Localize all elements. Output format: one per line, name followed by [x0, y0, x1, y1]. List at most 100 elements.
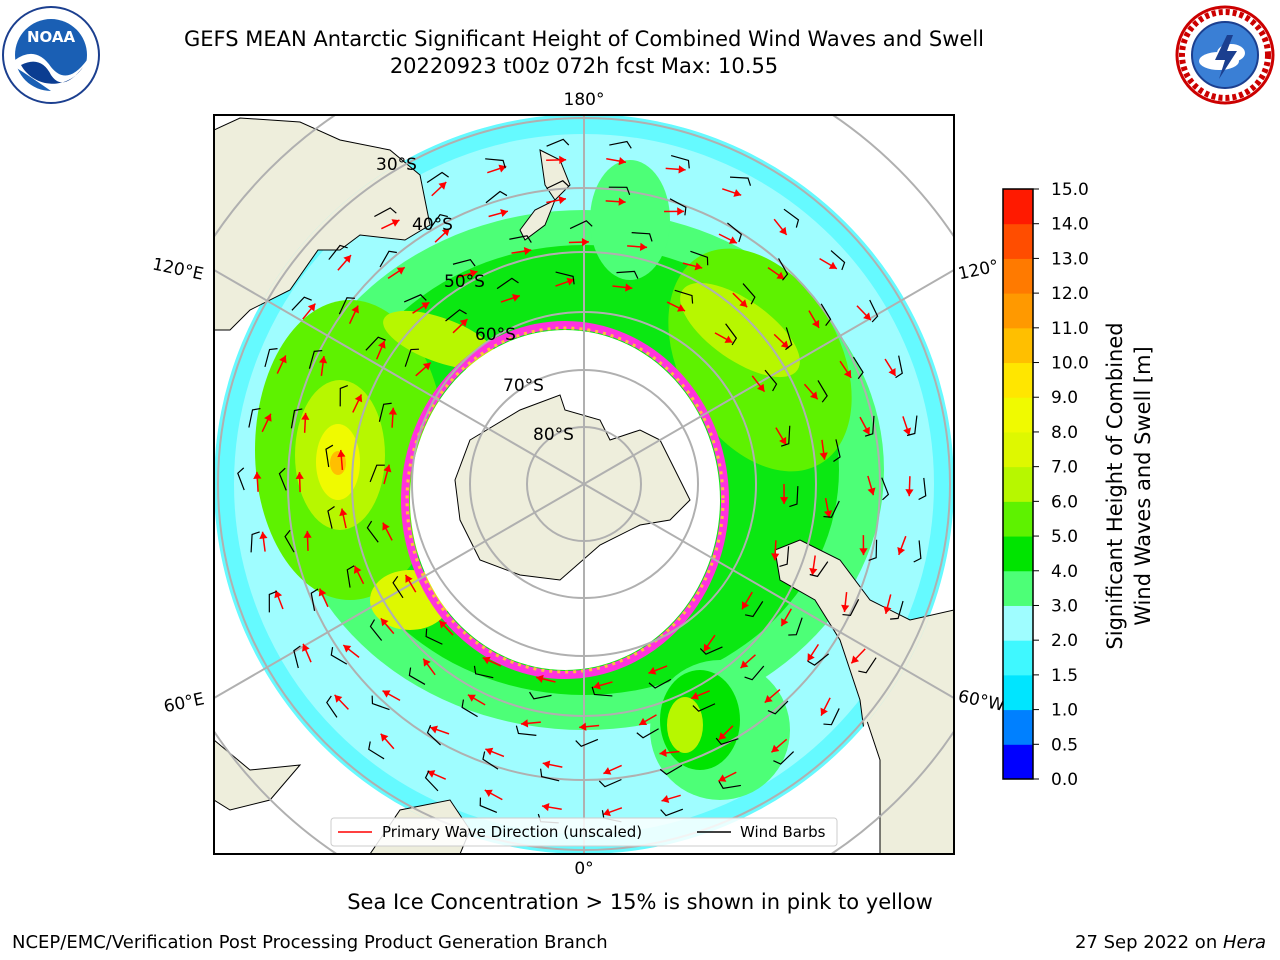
wave-arrow-head	[648, 666, 657, 675]
wind-barb	[690, 250, 709, 266]
wave-arrow-head	[779, 497, 789, 504]
colorbar-tick-label: 9.0	[1051, 388, 1078, 408]
wave-arrow-head	[441, 228, 450, 237]
chart-subtitle: 20220923 t00z 072h fcst Max: 10.55	[389, 54, 779, 78]
wind-barb	[546, 138, 570, 147]
wind-barb	[842, 599, 860, 617]
wave-arrow-head	[724, 335, 733, 343]
wind-barb	[327, 506, 335, 529]
colorbar-segment	[1003, 258, 1033, 294]
wave-arrow-head	[279, 355, 287, 364]
wind-barb	[426, 171, 449, 184]
wave-arrow-head	[718, 774, 727, 782]
lat-label-40s: 40°S	[412, 215, 453, 235]
wave-arrow-head	[780, 340, 789, 349]
wind-barb	[308, 349, 323, 369]
wind-barb	[895, 355, 903, 379]
wave-arrow-head	[807, 653, 815, 662]
footer-date-text: 27 Sep 2022 on	[1075, 932, 1223, 953]
wave-arrow-head	[764, 695, 773, 703]
wave-arrow-head	[422, 362, 431, 371]
wave-arrow-head	[603, 808, 611, 817]
wave-arrow-head	[779, 436, 787, 445]
wind-barb	[718, 781, 741, 790]
wave-arrow-head	[302, 643, 310, 652]
lon-label-120e: 120°E	[151, 254, 206, 284]
wave-arrow-head	[512, 293, 520, 302]
footer-credit: NCEP/EMC/Verification Post Processing Pr…	[12, 932, 608, 953]
wave-arrow-head	[618, 197, 626, 206]
wave-arrow-head	[718, 732, 727, 740]
wave-arrow-head	[851, 655, 860, 664]
wind-barb	[727, 222, 743, 243]
map-legend: Primary Wave Direction (unscaled) Wind B…	[330, 817, 838, 847]
wind-barb	[445, 309, 467, 322]
wave-arrow-head	[484, 789, 493, 797]
wind-barb	[767, 700, 789, 715]
wind-barb	[858, 657, 877, 674]
wave-arrow-head	[677, 207, 685, 216]
wind-barb	[699, 646, 723, 655]
lon-label-60w: 60°W	[956, 687, 1006, 716]
wave-arrow-head	[558, 195, 566, 205]
colorbar-segment	[1003, 709, 1033, 745]
wind-barb	[371, 695, 390, 711]
wind-barb	[264, 348, 278, 368]
legend-label-wave: Primary Wave Direction (unscaled)	[382, 823, 642, 841]
wave-arrow-head	[694, 262, 703, 271]
wind-barb	[823, 500, 840, 518]
wind-barb	[378, 402, 392, 422]
wave-arrow-head	[438, 182, 447, 190]
wind-barb	[608, 186, 631, 196]
wave-arrow-head	[828, 261, 837, 269]
wave-arrow-head	[897, 547, 906, 555]
colorbar-label-2: Wind Waves and Swell [m]	[1131, 346, 1155, 626]
wave-arrow-head	[383, 464, 392, 473]
colorbar-segment	[1003, 362, 1033, 398]
colorbar-tick-label: 7.0	[1051, 458, 1078, 478]
lat-label-80s: 80°S	[533, 425, 574, 445]
wind-barb	[913, 540, 922, 563]
wind-barb	[379, 250, 397, 268]
lat-label-60s: 60°S	[475, 325, 516, 345]
wind-barb	[539, 768, 560, 782]
wind-barb	[674, 289, 694, 304]
wind-barb	[779, 546, 790, 568]
colorbar-tick-label: 8.0	[1051, 423, 1078, 443]
wave-arrow-head	[559, 155, 567, 165]
wind-barb	[485, 190, 508, 204]
wave-arrow-head	[343, 645, 352, 653]
wind-barb	[659, 764, 683, 776]
wind-barb	[365, 336, 386, 351]
colorbar-tick-label: 13.0	[1051, 249, 1089, 269]
wind-barb	[715, 737, 739, 746]
wind-barb	[773, 751, 795, 765]
wind-barb	[852, 356, 864, 380]
wind-barb	[789, 486, 799, 508]
wave-arrow-head	[733, 189, 742, 197]
wind-barb	[833, 439, 841, 462]
wind-barb	[425, 628, 443, 645]
wind-barb	[823, 708, 840, 726]
wind-barb	[369, 464, 385, 483]
wave-arrow-head	[351, 305, 359, 314]
colorbar-tick-label: 3.0	[1051, 596, 1078, 616]
lon-label-60e: 60°E	[162, 689, 206, 717]
wave-arrow-head	[618, 156, 626, 166]
wave-arrow-head	[396, 267, 405, 275]
legend-label-barb: Wind Barbs	[740, 823, 826, 841]
wind-barb	[338, 297, 355, 315]
wind-barb	[729, 176, 752, 186]
wind-barb	[339, 384, 348, 407]
wind-barb	[293, 645, 301, 669]
wind-barb	[788, 617, 803, 636]
wind-barb	[496, 277, 519, 290]
wind-barb	[575, 738, 599, 748]
wave-arrow-head	[253, 471, 262, 479]
wind-barb	[368, 741, 385, 760]
wave-arrow-head	[318, 588, 327, 597]
wind-barb	[328, 244, 348, 260]
wind-barb	[369, 619, 383, 641]
wind-barb	[461, 699, 478, 718]
wave-arrow-head	[883, 606, 892, 614]
